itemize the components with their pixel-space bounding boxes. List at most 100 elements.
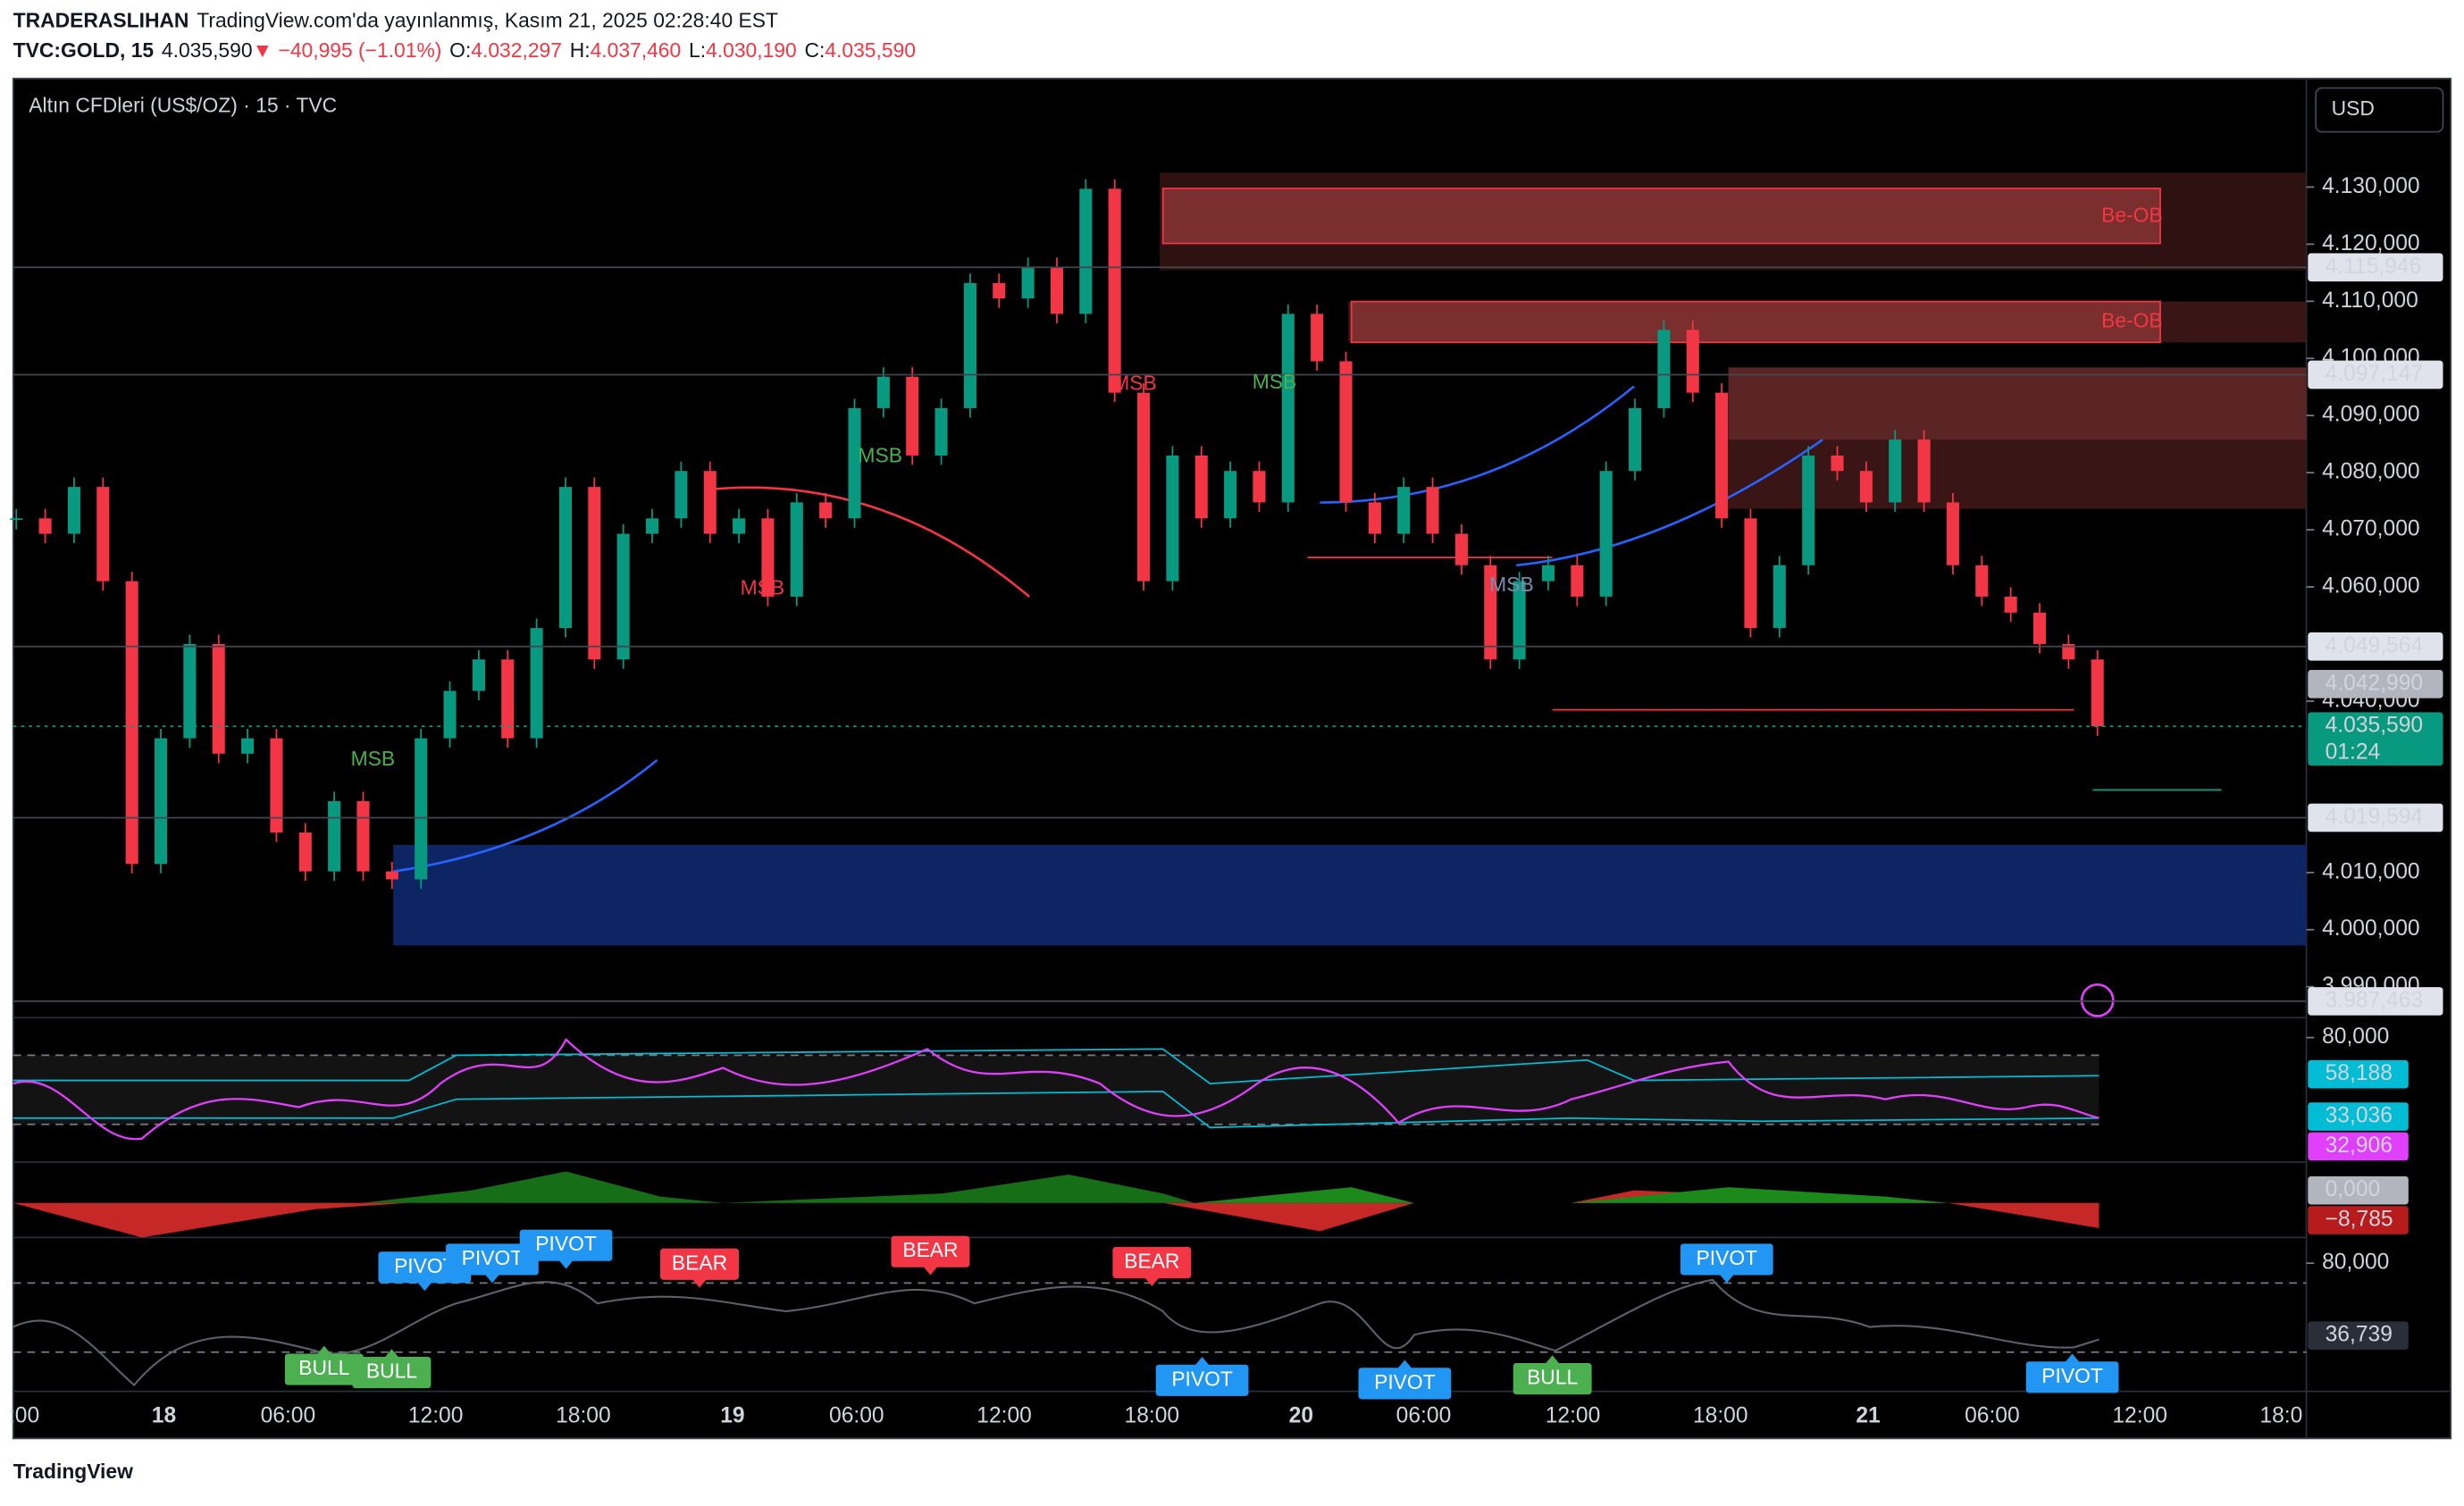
currency[interactable]: USD: [2332, 96, 2375, 120]
ohlc-value: 4.037,460: [591, 38, 682, 62]
candle: [906, 376, 919, 456]
signal-badge: [1513, 1363, 1592, 1395]
candle: [96, 487, 110, 581]
pane-label-box: [2308, 1176, 2409, 1205]
price-label: 4.115,946: [2326, 255, 2422, 279]
candle: [2091, 659, 2104, 727]
pane-label-box: [2308, 1102, 2409, 1131]
signal-label: BULL: [1527, 1366, 1578, 1389]
candle: [1050, 266, 1064, 314]
candle: [703, 471, 717, 534]
ohlc-label: L:: [689, 38, 706, 62]
rsi-line: [13, 1037, 2099, 1141]
pane-label: −8,785: [2326, 1208, 2393, 1232]
ohlc-label: O:: [449, 38, 471, 62]
pane-label-box: [2308, 1132, 2409, 1161]
currency-button[interactable]: [2315, 87, 2444, 133]
candle: [1657, 330, 1671, 408]
oscillator-line: [13, 1278, 2099, 1387]
ohlc-label: H:: [570, 38, 591, 62]
signal-badge: [1155, 1364, 1249, 1396]
marks: 4.130,0004.120,0004.110,0004.100,0004.09…: [9, 174, 2443, 1427]
annotation: MSB: [1253, 370, 1297, 393]
alert-icon[interactable]: [2080, 983, 2115, 1017]
price-label: 4.097,147: [2326, 362, 2423, 386]
curve: [704, 486, 1031, 598]
candle: [1368, 502, 1381, 534]
curve: [1320, 385, 1635, 504]
price-label-box: [2308, 803, 2443, 832]
signal-label: BEAR: [902, 1238, 958, 1261]
signal-label: BULL: [366, 1360, 417, 1383]
candle: [876, 376, 890, 408]
annotation: MSB: [741, 575, 785, 598]
candle: [270, 738, 283, 833]
pane-label-box: [2308, 1059, 2409, 1089]
candle: [1917, 439, 1931, 503]
x-tick-label: 12:00: [408, 1403, 464, 1427]
signal-label: PIVOT: [1171, 1367, 1233, 1390]
x-tick-label: 18:0: [2259, 1403, 2302, 1427]
candle: [530, 628, 543, 739]
candle: [501, 659, 515, 739]
lower-band: [13, 1090, 2099, 1129]
candle: [588, 487, 601, 660]
candle: [1281, 314, 1295, 503]
price-label-box: [2308, 253, 2443, 282]
price-label: 4.035,590: [2326, 714, 2423, 738]
price-label: 4.042,990: [2326, 671, 2423, 695]
candle: [241, 738, 255, 754]
candle: [848, 407, 861, 519]
price-label-box: [2308, 712, 2443, 766]
candle: [1773, 565, 1786, 629]
pane-label: 36,739: [2326, 1323, 2393, 1347]
candle: [2032, 612, 2047, 645]
candle: [298, 832, 312, 872]
annotation: MSB: [858, 444, 902, 467]
pane-tick-label: 80,000: [2322, 1251, 2389, 1275]
candle: [183, 644, 197, 739]
candle: [1079, 188, 1093, 314]
signal-pointer: [922, 1266, 939, 1276]
candle: [934, 407, 948, 456]
signal-badge: [1358, 1368, 1452, 1400]
ohlc-value: 4.030,190: [706, 38, 797, 62]
x-tick-label: 06:00: [1965, 1403, 2020, 1427]
y-tick-label: 4.000,000: [2322, 916, 2419, 941]
x-tick-label: :00: [9, 1403, 39, 1427]
candle: [10, 518, 23, 521]
candle: [819, 502, 833, 519]
price-label: 4.049,564: [2326, 633, 2423, 657]
candle: [212, 644, 225, 754]
x-tick-label: 18:00: [1693, 1403, 1748, 1427]
signal-pointer: [1144, 1276, 1161, 1286]
pane-label: 32,906: [2326, 1134, 2393, 1158]
countdown: 01:24: [2326, 740, 2381, 765]
symbol: TVC:GOLD, 15: [13, 38, 155, 62]
header: TRADERASLIHAN TradingView.com'da yayınlan…: [13, 9, 778, 32]
candle: [1541, 565, 1555, 581]
signal-pointer: [1544, 1355, 1561, 1365]
candle: [2004, 596, 2017, 613]
ohlc-label: C:: [805, 38, 826, 62]
candle: [356, 800, 370, 872]
published: TradingView.com'da yayınlanmış, Kasım 21…: [197, 9, 778, 32]
histogram-positive: [1194, 1187, 1949, 1203]
candle: [1831, 455, 1844, 472]
price-label-box: [2308, 632, 2443, 661]
legend: Altın CFDleri (US$/OZ) · 15 · TVC: [29, 94, 337, 117]
supply-zone: [1728, 367, 2307, 440]
candle: [1021, 266, 1035, 299]
x-tick-label: 18:00: [556, 1403, 611, 1427]
annotation: Be-OB: [2101, 204, 2163, 227]
candle: [443, 690, 457, 739]
x-tick-label: 06:00: [1396, 1403, 1452, 1427]
candle: [125, 581, 138, 865]
signal-label: PIVOT: [462, 1246, 524, 1269]
signal-badge: [284, 1353, 364, 1385]
x-tick-label: 12:00: [976, 1403, 1032, 1427]
signal-label: BEAR: [1124, 1250, 1179, 1273]
candle: [415, 738, 428, 880]
annotation: MSB: [1489, 573, 1534, 596]
x-tick-label: 18:00: [1125, 1403, 1180, 1427]
